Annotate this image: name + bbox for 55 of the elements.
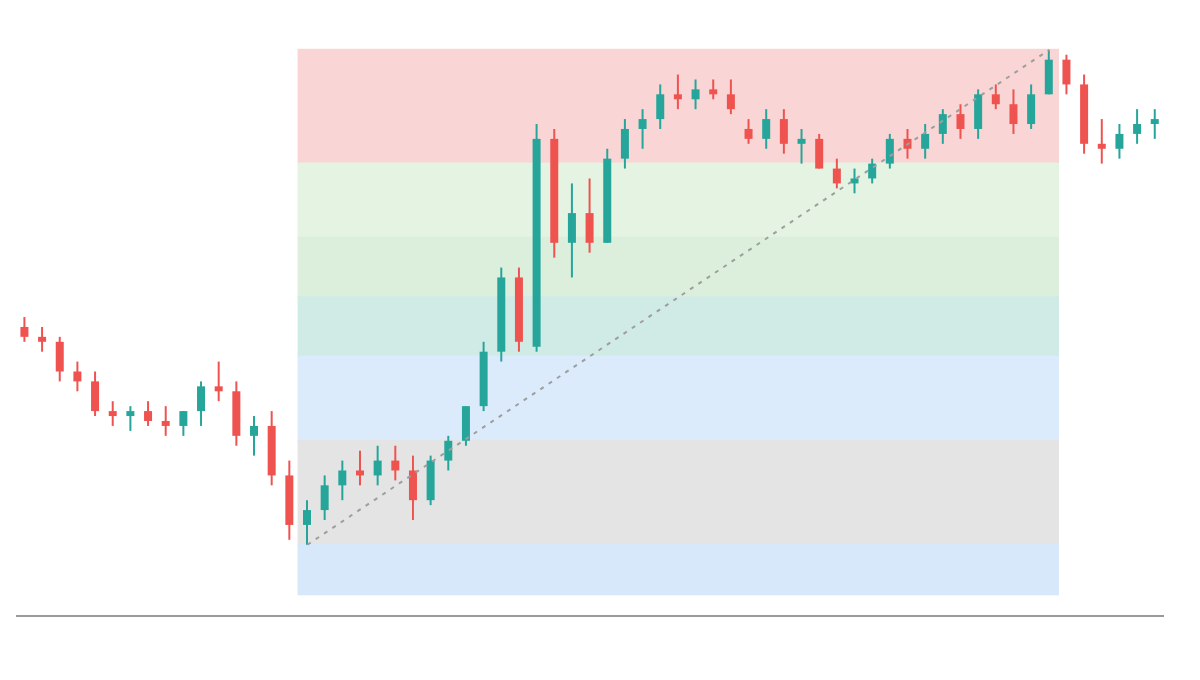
candlestick — [126, 405, 135, 432]
candlestick — [1097, 118, 1106, 165]
candlestick — [638, 108, 647, 150]
candlestick — [567, 182, 576, 279]
candlestick — [461, 405, 470, 447]
candlestick — [1062, 53, 1071, 96]
candlestick — [1044, 48, 1053, 96]
candlestick — [38, 325, 47, 353]
candlestick — [832, 157, 841, 190]
candlestick — [1150, 108, 1159, 140]
candlestick — [815, 132, 824, 170]
candlestick — [885, 132, 894, 170]
candlestick — [585, 177, 594, 254]
candlestick — [73, 360, 82, 393]
candlestick — [373, 444, 382, 487]
candlestick — [903, 127, 912, 160]
candlestick — [197, 380, 206, 427]
candlestick — [709, 78, 718, 101]
candlestick — [320, 474, 329, 521]
candlestick — [303, 499, 311, 546]
candlestick — [232, 380, 241, 447]
candlestick — [179, 410, 188, 437]
candlestick — [1133, 108, 1142, 145]
candlestick — [408, 454, 417, 521]
candlestick — [991, 83, 1000, 111]
candlestick — [250, 415, 259, 457]
candlestick — [762, 108, 771, 150]
candlestick — [726, 78, 735, 116]
candlestick — [55, 335, 64, 383]
candlestick — [108, 400, 117, 427]
candlestick — [1009, 88, 1018, 135]
candlestick — [1027, 83, 1036, 130]
candlestick — [91, 370, 100, 418]
candlestick — [161, 405, 170, 437]
candlestick — [779, 108, 788, 155]
candlestick — [921, 123, 930, 160]
candlestick — [938, 108, 947, 145]
candlestick — [144, 400, 153, 427]
candlestick — [656, 83, 665, 130]
candlestick — [744, 118, 753, 145]
candlestick — [391, 444, 400, 482]
candlestick — [956, 103, 965, 140]
candlestick — [850, 167, 859, 195]
candlestick — [214, 360, 223, 403]
candlestick — [355, 449, 364, 487]
candlestick — [673, 73, 682, 111]
candlestick — [20, 316, 29, 343]
candlestick — [1115, 123, 1124, 160]
candlestick — [691, 78, 700, 111]
candlestick — [620, 118, 629, 170]
candlestick — [444, 434, 453, 472]
candlestick — [338, 459, 347, 502]
candlestick — [426, 454, 435, 507]
candlestick — [974, 88, 983, 140]
candlestick — [797, 127, 806, 165]
